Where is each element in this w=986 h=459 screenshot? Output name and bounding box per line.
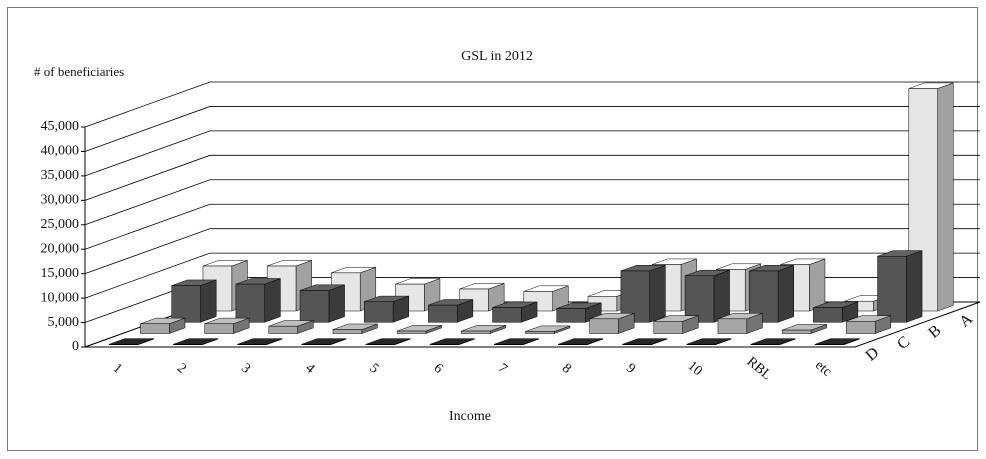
grid-line xyxy=(84,252,980,299)
bar xyxy=(204,323,234,334)
y-tick-label: 40,000 xyxy=(41,144,80,159)
grid-line xyxy=(84,130,980,177)
bar xyxy=(396,330,427,334)
y-tick-label: 15,000 xyxy=(41,266,80,281)
bar-side xyxy=(200,279,217,323)
bar-side xyxy=(264,278,281,323)
bar xyxy=(717,318,748,334)
bar xyxy=(428,304,458,323)
bar xyxy=(846,321,876,334)
bar xyxy=(235,283,266,323)
y-tick-label: 35,000 xyxy=(41,168,80,183)
bar xyxy=(332,329,363,334)
bar xyxy=(492,307,522,323)
bar xyxy=(589,318,619,334)
y-tick-label: 25,000 xyxy=(41,217,80,232)
grid-line xyxy=(84,106,980,152)
grid-line xyxy=(84,81,980,128)
bar xyxy=(684,275,715,323)
bar-side xyxy=(937,82,954,312)
bar-side xyxy=(809,258,826,312)
chart-title: GSL in 2012 xyxy=(461,49,533,64)
grid-line xyxy=(84,228,980,275)
bar-side xyxy=(777,264,794,323)
y-tick-label: 10,000 xyxy=(41,290,80,305)
bar xyxy=(299,290,330,323)
bar xyxy=(268,325,298,334)
bar xyxy=(363,301,394,323)
bar-side xyxy=(713,269,730,323)
x-axis-label: Income xyxy=(449,409,491,424)
bar xyxy=(556,308,586,323)
bar xyxy=(813,307,843,323)
y-axis-label: # of beneficiaries xyxy=(34,64,124,79)
bar xyxy=(877,256,907,323)
bar xyxy=(140,323,170,334)
grid-line xyxy=(84,154,980,201)
bar xyxy=(461,330,491,334)
bar xyxy=(171,285,201,323)
bar xyxy=(525,331,555,334)
y-tick-label: 0 xyxy=(72,339,79,354)
y-tick-label: 20,000 xyxy=(41,241,80,256)
bar-side xyxy=(649,264,666,323)
grid-line xyxy=(84,203,980,250)
bar xyxy=(781,329,812,334)
y-tick-label: 45,000 xyxy=(41,119,80,134)
bar xyxy=(653,321,683,334)
y-tick-label: 30,000 xyxy=(41,193,80,208)
y-tick-label: 5,000 xyxy=(48,315,80,330)
grid-line xyxy=(84,179,980,226)
bar-side xyxy=(328,284,345,323)
bar-side xyxy=(906,250,923,323)
